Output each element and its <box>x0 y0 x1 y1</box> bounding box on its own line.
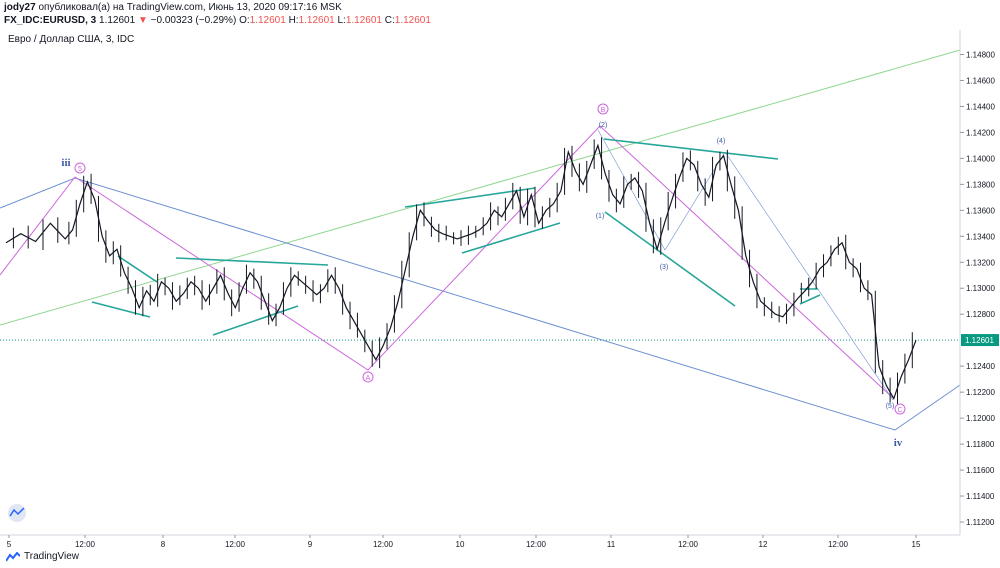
y-tick-label: 1.12200 <box>966 388 995 397</box>
x-tick-label: 12:00 <box>678 540 699 548</box>
y-tick-label: 1.13600 <box>966 206 995 215</box>
low-label: L: <box>337 15 346 26</box>
wave-label-circle <box>362 371 374 383</box>
y-tick-label: 1.11800 <box>966 440 995 449</box>
trendline <box>404 187 536 208</box>
trendline <box>175 257 329 266</box>
x-tick-label: 11 <box>607 540 616 548</box>
open-value: 1.12601 <box>249 15 286 26</box>
y-tick-label: 1.12400 <box>966 362 995 371</box>
x-tick-label: 12:00 <box>526 540 547 548</box>
price-axis[interactable]: 1.14800 1.14600 1.14400 1.14200 1.14000 1.138… <box>959 30 999 535</box>
channel-line <box>0 177 961 431</box>
price-series <box>5 137 917 405</box>
tradingview-logo[interactable]: TradingView <box>6 551 79 562</box>
y-tick-label: 1.13000 <box>966 284 995 293</box>
x-tick-label: 9 <box>308 540 313 548</box>
x-tick-label: 12 <box>759 540 768 548</box>
wave-label: B <box>601 107 606 114</box>
author-name[interactable]: jody27 <box>4 2 36 13</box>
trendline <box>91 301 151 318</box>
x-tick-label: 8 <box>161 540 166 548</box>
drawings-layer <box>0 49 961 522</box>
y-tick-label: 1.12800 <box>966 310 995 319</box>
tradingview-logo-icon <box>6 551 20 562</box>
high-label: H: <box>288 15 299 26</box>
y-tick-label: 1.14600 <box>966 76 995 85</box>
wave-path-sub <box>597 129 894 401</box>
symbol-label[interactable]: FX_IDC:EURUSD, 3 <box>4 15 97 26</box>
trendline <box>461 222 561 254</box>
tradingview-brand: TradingView <box>24 551 80 562</box>
chart-title: Евро / Доллар США, 3, IDC <box>8 34 134 45</box>
published-text: опубликовал(а) на TradingView.com, Июнь … <box>38 2 342 13</box>
x-tick-label: 12:00 <box>225 540 246 548</box>
wave-label: (5) <box>886 403 895 410</box>
high-value: 1.12601 <box>298 15 335 26</box>
trendline <box>604 211 736 307</box>
footer: TradingView <box>0 548 1000 568</box>
chart-background <box>0 30 1000 548</box>
trendline <box>799 294 821 305</box>
current-price-label: 1.12601 <box>965 336 994 345</box>
close-value: 1.12601 <box>394 15 431 26</box>
current-price-badge <box>961 334 999 347</box>
wave-label-circle <box>894 403 906 415</box>
x-tick-label: 15 <box>912 540 921 548</box>
y-tick-label: 1.13400 <box>966 232 995 241</box>
wave-label: C <box>897 407 902 414</box>
wave-path-abc <box>0 125 894 399</box>
x-tick-label: 5 <box>7 540 12 548</box>
time-axis[interactable]: 5 12:00 8 12:00 9 12:00 10 12:00 11 12:00 12 12:00 1… <box>0 534 960 548</box>
x-tick-label: 12:00 <box>373 540 394 548</box>
y-tick-label: 1.14000 <box>966 154 995 163</box>
wave-label: (1) <box>596 213 605 220</box>
y-tick-label: 1.14800 <box>966 50 995 59</box>
change-value: −0.00323 (−0.29%) <box>150 15 237 26</box>
publish-info: jody27 опубликовал(а) на TradingView.com… <box>4 2 342 13</box>
y-tick-label: 1.12000 <box>966 414 995 423</box>
y-tick-label: 1.14200 <box>966 128 995 137</box>
change-arrow-icon: ▼ <box>137 15 148 26</box>
x-tick-label: 12:00 <box>828 540 849 548</box>
open-label: O: <box>239 15 250 26</box>
y-tick-label: 1.11400 <box>966 492 995 501</box>
ohlc-legend: FX_IDC:EURUSD, 3 1.12601 ▼ −0.00323 (−0.… <box>4 15 431 26</box>
trendline <box>117 255 158 283</box>
chart-watermark-icon <box>9 507 25 517</box>
close-label: C: <box>384 15 395 26</box>
y-tick-label: 1.13200 <box>966 258 995 267</box>
y-tick-label: 1.13800 <box>966 180 995 189</box>
y-tick-label: 1.11600 <box>966 466 995 475</box>
wave-label: (2) <box>599 122 608 129</box>
price-chart[interactable]: Евро / Доллар США, 3, IDC iii 5 A B (2) (1) (3… <box>0 30 1000 548</box>
chart-header: jody27 опубликовал(а) на TradingView.com… <box>0 0 1000 30</box>
wave-label: 5 <box>78 166 82 173</box>
wave-label-circle <box>597 103 609 115</box>
y-tick-label: 1.11200 <box>966 518 995 527</box>
x-tick-label: 12:00 <box>75 540 96 548</box>
trendline <box>603 138 779 160</box>
wave-label: iii <box>61 157 70 169</box>
last-price: 1.12601 <box>99 15 136 26</box>
wave-label: A <box>366 375 371 382</box>
low-value: 1.12601 <box>345 15 382 26</box>
wave-labels-layer: iii 5 A B (2) (1) (3) (4) (5)Civ <box>61 103 906 449</box>
wave-label: (3) <box>660 264 669 271</box>
wave-label: iv <box>894 437 903 449</box>
wave-label: (4) <box>717 138 726 145</box>
x-tick-label: 10 <box>456 540 465 548</box>
long-trendline <box>0 49 961 326</box>
wave-label-circle <box>74 162 86 174</box>
y-tick-label: 1.14400 <box>966 102 995 111</box>
